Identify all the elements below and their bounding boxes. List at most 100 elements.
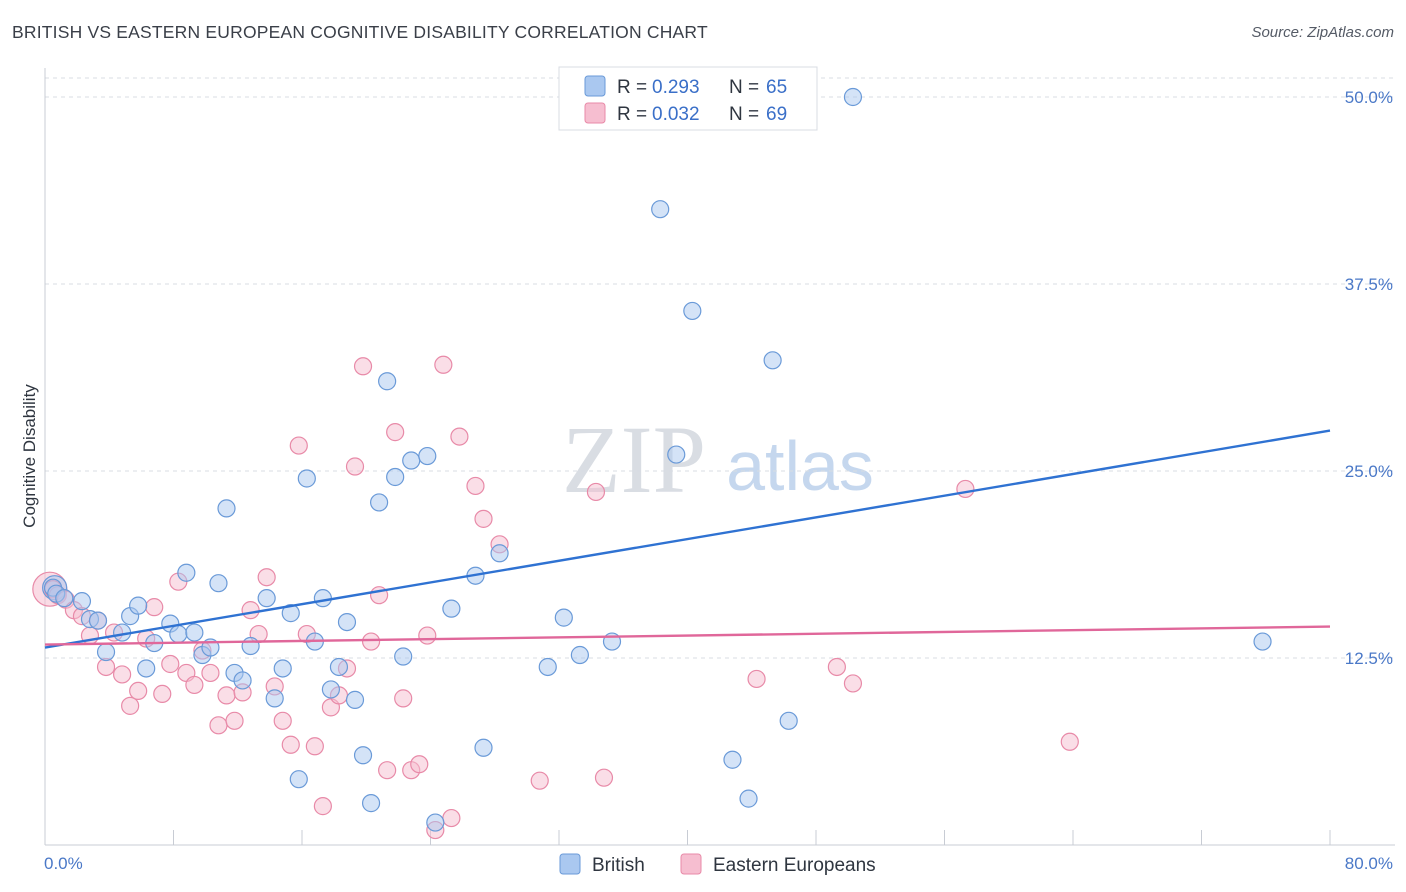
british-point — [72, 592, 92, 611]
british-point — [683, 301, 702, 321]
british-trend-line — [44, 429, 1331, 649]
british-point — [313, 589, 332, 608]
eastern-point — [747, 669, 766, 689]
british-point — [289, 770, 308, 789]
eastern-point — [530, 771, 549, 790]
eastern-point — [273, 711, 292, 730]
y-tick-label: 12.5% — [1345, 649, 1393, 668]
eastern-point — [594, 768, 614, 787]
bottom-legend-label-eastern: Eastern Europeans — [713, 855, 876, 876]
british-point — [337, 612, 357, 632]
eastern-point — [410, 755, 429, 774]
eastern-point — [442, 808, 461, 828]
british-point — [1253, 632, 1272, 651]
british-point — [321, 680, 341, 699]
british-point — [538, 657, 557, 677]
eastern-trend-line — [44, 625, 1331, 646]
british-point — [345, 690, 365, 709]
british-point — [96, 642, 116, 662]
eastern-point — [345, 457, 365, 476]
british-point — [281, 604, 300, 623]
legend-swatch-eastern — [584, 102, 606, 124]
eastern-point — [361, 632, 381, 651]
british-point — [257, 589, 276, 608]
british-point — [723, 750, 742, 769]
british-point — [474, 738, 493, 757]
eastern-point — [289, 436, 308, 455]
eastern-point — [466, 476, 485, 496]
british-point — [129, 596, 148, 615]
eastern-point — [153, 684, 172, 704]
legend-r-value-british: 0.293 — [652, 77, 700, 98]
british-point — [88, 611, 108, 630]
british-point — [209, 574, 228, 593]
bottom-legend-label-british: British — [592, 855, 645, 876]
legend-n-label-british: N = — [729, 77, 759, 98]
eastern-point — [313, 797, 332, 816]
british-point — [241, 636, 260, 656]
eastern-point — [434, 355, 453, 374]
british-point — [490, 544, 509, 563]
watermark-zip: ZIP — [562, 406, 706, 513]
british-point — [426, 813, 445, 832]
bottom-legend-swatch-eastern — [680, 853, 702, 875]
british-point — [265, 689, 284, 708]
y-axis-label: Cognitive Disability — [20, 384, 39, 528]
y-tick-label: 25.0% — [1345, 462, 1393, 481]
bottom-legend-swatch-british — [559, 853, 581, 875]
y-tick-label: 50.0% — [1345, 88, 1393, 107]
eastern-point — [145, 598, 164, 617]
eastern-point — [386, 423, 405, 442]
watermark-atlas: atlas — [726, 427, 874, 505]
legend-r-label-eastern: R = — [617, 104, 647, 125]
british-point — [394, 647, 413, 666]
british-point — [651, 200, 670, 219]
eastern-point — [394, 689, 413, 708]
eastern-point — [257, 568, 276, 587]
british-point — [233, 671, 252, 690]
british-point — [353, 746, 373, 765]
eastern-point — [217, 686, 236, 705]
eastern-point — [161, 654, 180, 674]
source-credit: Source: ZipAtlas.com — [1251, 24, 1394, 41]
eastern-point — [241, 601, 260, 620]
eastern-point — [450, 427, 469, 446]
british-point — [297, 469, 316, 488]
trend-layer — [44, 429, 1331, 649]
eastern-point — [225, 711, 244, 730]
british-point — [185, 623, 204, 642]
eastern-point — [185, 675, 204, 695]
legend-r-label-british: R = — [617, 77, 647, 98]
british-point — [386, 467, 405, 487]
british-point — [667, 445, 686, 464]
eastern-point — [827, 657, 846, 677]
eastern-point — [121, 696, 140, 715]
eastern-point — [305, 737, 324, 756]
british-point — [570, 645, 589, 665]
british-point — [273, 659, 292, 678]
eastern-point — [353, 357, 373, 376]
eastern-point — [112, 665, 132, 684]
british-point — [378, 372, 397, 391]
eastern-point — [378, 761, 397, 780]
british-point — [55, 589, 74, 608]
eastern-point — [843, 674, 863, 693]
british-point — [843, 87, 863, 107]
legend-swatch-british — [584, 75, 606, 97]
eastern-point — [418, 626, 437, 645]
legend-n-value-british: 65 — [766, 77, 787, 98]
grid-layer — [45, 77, 1395, 659]
legend-n-value-eastern: 69 — [766, 104, 787, 125]
british-point — [418, 446, 437, 466]
axis-layer: 12.5% 25.0% 37.5% 50.0% 0.0% 80.0% — [44, 68, 1395, 873]
eastern-point — [129, 681, 148, 701]
british-point — [217, 499, 236, 518]
british-point — [554, 608, 573, 627]
eastern-point — [201, 663, 220, 683]
british-point — [361, 794, 381, 813]
eastern-point — [586, 482, 606, 502]
legend-r-value-eastern: 0.032 — [652, 104, 700, 125]
legend: R = 0.293 N = 65 R = 0.032 N = 69 — [558, 66, 818, 131]
chart-title: BRITISH VS EASTERN EUROPEAN COGNITIVE DI… — [12, 22, 708, 42]
